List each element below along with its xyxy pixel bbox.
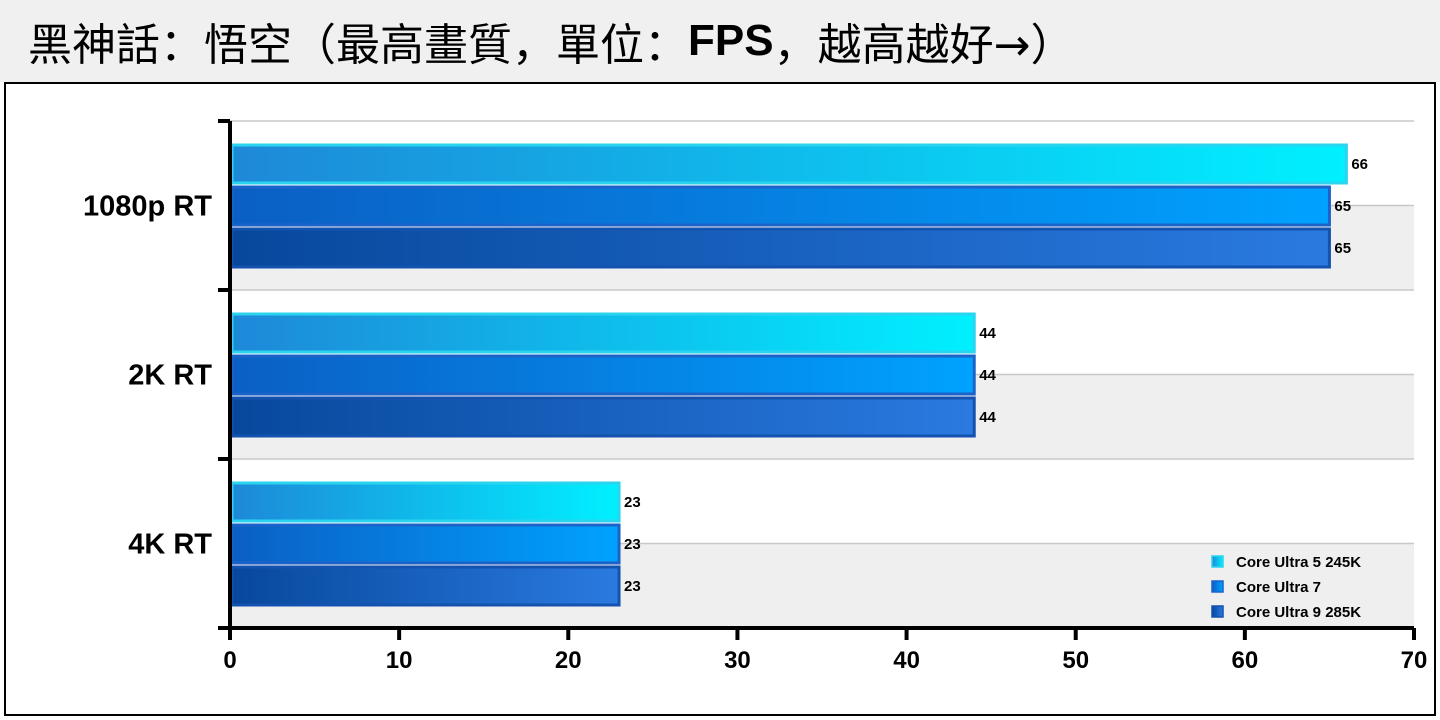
x-tick-label: 30 [724, 647, 751, 674]
value-label: 23 [624, 536, 641, 553]
value-label: 44 [979, 325, 996, 342]
chart-frame: 66 65 65 1080p RT 44 44 44 2K RT 23 23 23 4K RT 0 10 2… [4, 82, 1436, 716]
chart-title: 黑神話：悟空（最高畫質，單位： FPS ，越高越好→） [0, 0, 1440, 82]
axes [218, 119, 1416, 640]
legend-swatch [1211, 580, 1224, 593]
legend-label: Core Ultra 5 245K [1236, 554, 1361, 571]
value-label: 65 [1334, 198, 1351, 215]
labels: 66 65 65 1080p RT 44 44 44 2K RT 23 23 23 4K RT 0 10 2… [83, 156, 1427, 674]
x-tick-label: 50 [1062, 647, 1089, 674]
value-label: 44 [979, 367, 996, 384]
legend-swatch [1211, 555, 1224, 568]
value-label: 65 [1334, 240, 1351, 257]
x-tick-label: 40 [893, 647, 920, 674]
value-label: 23 [624, 578, 641, 595]
bar [230, 185, 1331, 227]
bars [230, 143, 1348, 607]
title-prefix: 黑神話：悟空（最高畫質，單位： [28, 20, 688, 71]
category-label: 4K RT [128, 529, 212, 561]
x-tick-label: 70 [1401, 647, 1428, 674]
bar [230, 396, 976, 438]
category-label: 1080p RT [83, 191, 212, 223]
x-tick-label: 20 [555, 647, 582, 674]
bar [230, 523, 621, 565]
legend-swatch [1211, 605, 1224, 618]
value-label: 66 [1351, 156, 1368, 173]
value-label: 23 [624, 494, 641, 511]
x-tick-label: 10 [386, 647, 413, 674]
title-suffix: ，越高越好→） [773, 20, 1075, 71]
x-tick-label: 0 [223, 647, 236, 674]
x-tick-label: 60 [1232, 647, 1259, 674]
legend: Core Ultra 5 245K Core Ultra 7 Core Ultra … [1211, 554, 1361, 621]
bar [230, 312, 976, 354]
legend-label: Core Ultra 9 285K [1236, 604, 1361, 621]
value-label: 44 [979, 409, 996, 426]
bar-chart: 66 65 65 1080p RT 44 44 44 2K RT 23 23 23 4K RT 0 10 2… [83, 119, 1427, 674]
title-unit: FPS [688, 16, 774, 65]
category-label: 2K RT [128, 360, 212, 392]
bar [230, 565, 621, 607]
bar [230, 143, 1348, 185]
bar [230, 481, 621, 523]
bar [230, 354, 976, 396]
bar [230, 227, 1331, 269]
legend-label: Core Ultra 7 [1236, 579, 1321, 596]
